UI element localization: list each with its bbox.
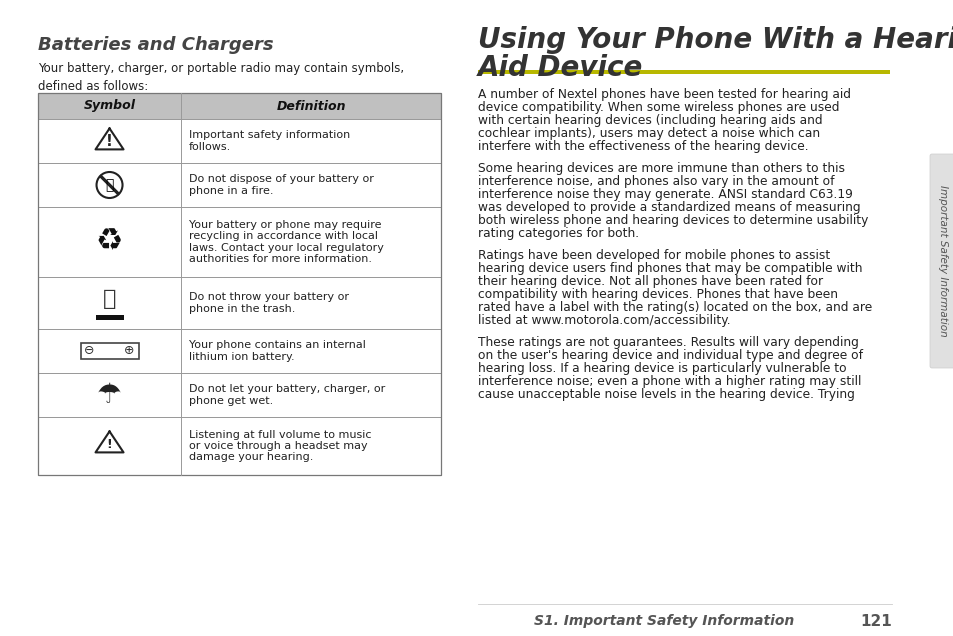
Bar bbox=[38, 119, 440, 163]
Bar bbox=[477, 70, 889, 74]
Text: interference noise they may generate. ANSI standard C63.19: interference noise they may generate. AN… bbox=[477, 188, 852, 201]
Text: Some hearing devices are more immune than others to this: Some hearing devices are more immune tha… bbox=[477, 162, 844, 175]
Text: These ratings are not guarantees. Results will vary depending: These ratings are not guarantees. Result… bbox=[477, 336, 858, 349]
Bar bbox=[38, 207, 440, 277]
Bar bbox=[38, 163, 440, 207]
Text: cochlear implants), users may detect a noise which can: cochlear implants), users may detect a n… bbox=[477, 127, 820, 140]
Text: on the user's hearing device and individual type and degree of: on the user's hearing device and individ… bbox=[477, 349, 862, 362]
Text: ☂: ☂ bbox=[97, 381, 122, 409]
Text: damage your hearing.: damage your hearing. bbox=[189, 452, 314, 462]
Text: A number of Nextel phones have been tested for hearing aid: A number of Nextel phones have been test… bbox=[477, 88, 850, 101]
Text: listed at www.motorola.com/accessibility.: listed at www.motorola.com/accessibility… bbox=[477, 314, 730, 327]
Text: device compatibility. When some wireless phones are used: device compatibility. When some wireless… bbox=[477, 101, 839, 114]
Text: 🔥: 🔥 bbox=[105, 178, 113, 192]
Text: Definition: Definition bbox=[276, 99, 345, 113]
Bar bbox=[95, 315, 123, 320]
Text: Do not dispose of your battery or: Do not dispose of your battery or bbox=[189, 174, 374, 184]
Text: !: ! bbox=[107, 438, 112, 452]
Text: recycling in accordance with local: recycling in accordance with local bbox=[189, 232, 377, 241]
Bar bbox=[38, 329, 440, 373]
Text: was developed to provide a standardized means of measuring: was developed to provide a standardized … bbox=[477, 201, 860, 214]
Text: rated have a label with the rating(s) located on the box, and are: rated have a label with the rating(s) lo… bbox=[477, 301, 871, 314]
Text: Using Your Phone With a Hearing: Using Your Phone With a Hearing bbox=[477, 26, 953, 54]
Text: laws. Contact your local regulatory: laws. Contact your local regulatory bbox=[189, 243, 383, 252]
Text: interfere with the effectiveness of the hearing device.: interfere with the effectiveness of the … bbox=[477, 140, 808, 153]
Text: cause unacceptable noise levels in the hearing device. Trying: cause unacceptable noise levels in the h… bbox=[477, 388, 854, 401]
Text: Listening at full volume to music: Listening at full volume to music bbox=[189, 429, 371, 439]
Text: Do not let your battery, charger, or: Do not let your battery, charger, or bbox=[189, 384, 385, 394]
Text: Do not throw your battery or: Do not throw your battery or bbox=[189, 293, 349, 302]
Text: 🗑: 🗑 bbox=[103, 289, 116, 309]
Text: phone get wet.: phone get wet. bbox=[189, 396, 273, 406]
Text: rating categories for both.: rating categories for both. bbox=[477, 227, 639, 240]
Text: Your battery or phone may require: Your battery or phone may require bbox=[189, 220, 381, 230]
Bar bbox=[38, 417, 440, 475]
Text: Your battery, charger, or portable radio may contain symbols,
defined as follows: Your battery, charger, or portable radio… bbox=[38, 62, 404, 93]
Text: ⊖: ⊖ bbox=[84, 345, 94, 357]
Text: 121: 121 bbox=[860, 614, 891, 629]
Text: lithium ion battery.: lithium ion battery. bbox=[189, 352, 294, 362]
Text: interference noise; even a phone with a higher rating may still: interference noise; even a phone with a … bbox=[477, 375, 861, 388]
Text: with certain hearing devices (including hearing aids and: with certain hearing devices (including … bbox=[477, 114, 821, 127]
Text: hearing device users find phones that may be compatible with: hearing device users find phones that ma… bbox=[477, 262, 862, 275]
Bar bbox=[38, 93, 440, 119]
Text: or voice through a headset may: or voice through a headset may bbox=[189, 441, 367, 451]
Text: follows.: follows. bbox=[189, 142, 231, 152]
Text: S1. Important Safety Information: S1. Important Safety Information bbox=[534, 614, 793, 628]
Bar bbox=[38, 277, 440, 329]
Text: interference noise, and phones also vary in the amount of: interference noise, and phones also vary… bbox=[477, 175, 834, 188]
Text: Ratings have been developed for mobile phones to assist: Ratings have been developed for mobile p… bbox=[477, 249, 829, 262]
Bar bbox=[38, 93, 440, 475]
Text: ⊕: ⊕ bbox=[124, 345, 134, 357]
Text: Your phone contains an internal: Your phone contains an internal bbox=[189, 340, 366, 350]
Bar bbox=[38, 373, 440, 417]
Text: Batteries and Chargers: Batteries and Chargers bbox=[38, 36, 274, 54]
Text: Symbol: Symbol bbox=[84, 99, 135, 113]
Text: Important Safety Information: Important Safety Information bbox=[937, 185, 947, 337]
Bar bbox=[80, 343, 138, 359]
Text: their hearing device. Not all phones have been rated for: their hearing device. Not all phones hav… bbox=[477, 275, 822, 288]
Text: Important safety information: Important safety information bbox=[189, 130, 350, 141]
Text: compatibility with hearing devices. Phones that have been: compatibility with hearing devices. Phon… bbox=[477, 288, 837, 301]
FancyBboxPatch shape bbox=[929, 154, 953, 368]
Text: Aid Device: Aid Device bbox=[477, 54, 642, 82]
Text: phone in a fire.: phone in a fire. bbox=[189, 186, 274, 196]
Text: phone in the trash.: phone in the trash. bbox=[189, 304, 295, 314]
Text: !: ! bbox=[106, 134, 112, 149]
Text: authorities for more information.: authorities for more information. bbox=[189, 254, 372, 264]
Text: ♻: ♻ bbox=[95, 228, 123, 256]
Text: both wireless phone and hearing devices to determine usability: both wireless phone and hearing devices … bbox=[477, 214, 867, 227]
Text: hearing loss. If a hearing device is particularly vulnerable to: hearing loss. If a hearing device is par… bbox=[477, 362, 845, 375]
